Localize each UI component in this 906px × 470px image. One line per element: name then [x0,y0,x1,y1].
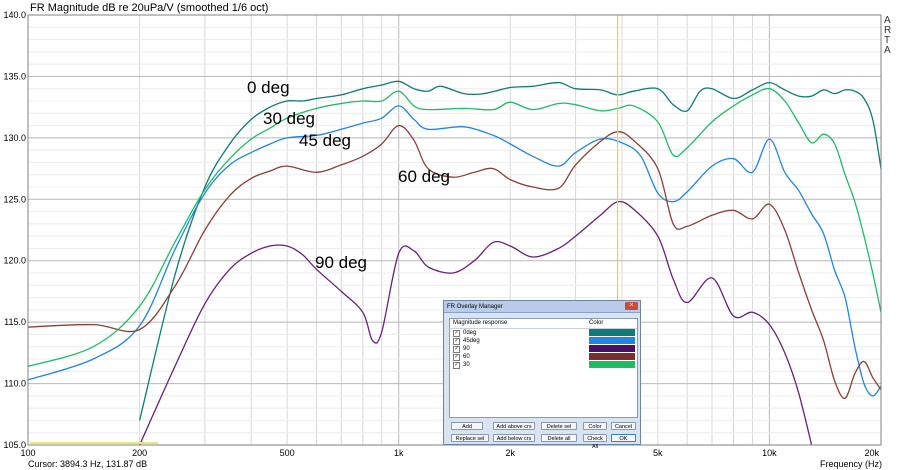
annotation-60deg: 60 deg [398,167,450,186]
chart-title: FR Magnitude dB re 20uPa/V (smoothed 1/6… [30,2,268,14]
overlay-label: 60 [463,354,470,360]
series-line-45deg [27,105,882,397]
add-below-cursor-button[interactable]: Add below crs [493,434,535,442]
overlay-label: 30 [463,362,470,368]
ok-button[interactable]: OK [611,434,636,442]
col-magnitude-response: Magnitude response [453,320,508,326]
brand-letter: A [884,15,891,26]
overlay-list[interactable]: Magnitude response Color ✓ 0deg ✓ 45deg … [449,318,638,418]
series-line-90 [139,200,813,446]
annotation-30deg: 30 deg [263,109,315,128]
y-tick-labels: 140.0 135.0 130.0 125.0 120.0 115.0 110.0 105.0 [3,10,26,450]
plot-frame [27,14,882,446]
delete-selected-button[interactable]: Delete sel [541,422,577,430]
brand-letter: A [884,45,891,56]
overlay-label: 90 [463,346,470,352]
annotation-45deg: 45 deg [299,131,351,150]
col-color: Color [589,320,604,326]
y-tick-label: 125.0 [3,194,26,204]
x-tick-label: 20k [864,448,879,458]
checkbox[interactable]: ✓ [453,361,460,369]
x-tick-label: 200 [132,448,147,458]
x-tick-label: 1k [394,448,404,458]
brand-letter: R [884,25,891,36]
add-button[interactable]: Add [451,422,483,430]
color-swatch[interactable] [589,329,635,336]
add-above-cursor-button[interactable]: Add above crs [493,422,535,430]
delete-all-button[interactable]: Delete all [541,434,577,442]
y-tick-label: 130.0 [3,133,26,143]
x-tick-label: 500 [280,448,295,458]
checkbox[interactable]: ✓ [453,329,460,337]
overlay-label: 45deg [463,338,480,344]
y-tick-label: 115.0 [4,317,26,327]
x-tick-label: 2k [506,448,516,458]
color-swatch[interactable] [589,361,635,368]
x-tick-label: 100 [20,448,35,458]
overlay-label: 0deg [463,330,477,336]
overlay-manager-dialog[interactable]: FR Overlay Manager × Magnitude response … [443,300,641,450]
x-tick-label: 10k [762,448,777,458]
list-item[interactable]: ✓ 0deg [450,329,637,337]
checkbox[interactable]: ✓ [453,345,460,353]
series-line-30 [27,87,882,368]
cursor-readout: Cursor: 3894.3 Hz, 131.87 dB [28,459,147,469]
x-axis-label: Frequency (Hz) [820,459,882,469]
y-tick-label: 140.0 [3,10,26,20]
list-item[interactable]: ✓ 90 [450,345,637,353]
list-header: Magnitude response Color [450,319,637,329]
dialog-title: FR Overlay Manager [447,303,503,310]
checkbox[interactable]: ✓ [453,337,460,345]
annotation-0deg: 0 deg [247,78,290,97]
annotation-90deg: 90 deg [315,253,367,272]
checkbox[interactable]: ✓ [453,353,460,361]
list-item[interactable]: ✓ 45deg [450,337,637,345]
color-swatch[interactable] [589,353,635,360]
replace-selected-button[interactable]: Replace sel [451,434,489,442]
y-tick-label: 105.0 [3,440,26,450]
color-swatch[interactable] [589,337,635,344]
series-group [27,80,882,446]
series-line-60 [27,124,882,399]
color-button[interactable]: Color [583,422,607,430]
brand-letter: T [884,35,890,46]
dialog-titlebar[interactable]: FR Overlay Manager × [444,301,640,313]
check-all-button[interactable]: Check All [583,434,607,450]
x-tick-label: 5k [653,448,663,458]
list-item[interactable]: ✓ 60 [450,353,637,361]
list-item[interactable]: ✓ 30 [450,361,637,369]
cancel-button[interactable]: Cancel [611,422,636,430]
close-icon[interactable]: × [625,302,638,310]
color-swatch[interactable] [589,345,635,352]
x-tick-labels: 100 200 500 1k 2k 5k 10k 20k [20,448,879,458]
y-tick-label: 120.0 [3,256,26,266]
y-tick-label: 110.0 [4,379,26,389]
series-line-0deg [138,80,882,421]
y-tick-label: 135.0 [3,71,26,81]
